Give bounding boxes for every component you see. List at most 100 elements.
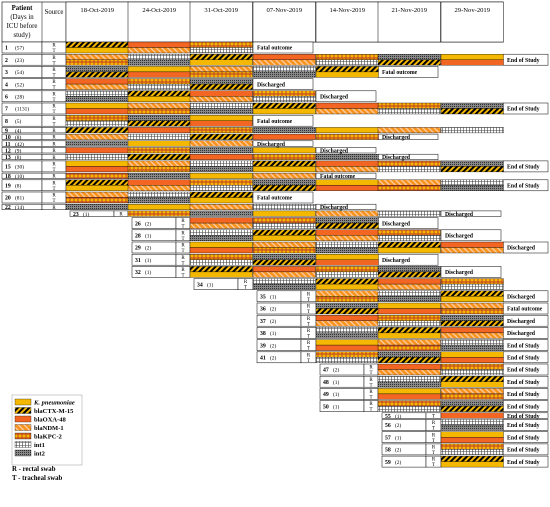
legend-label: blaCTX-M-15: [34, 408, 74, 415]
date-column-header: [315, 1, 379, 43]
sample-result-bar: [440, 247, 504, 254]
sample-result-bar: [315, 133, 379, 140]
date-column-header: [440, 1, 504, 43]
sample-result-bar: [189, 172, 253, 179]
swab-type: T: [432, 439, 435, 444]
swab-type: T: [244, 286, 247, 291]
swab-type: R: [307, 329, 311, 334]
sample-result-bar: [377, 235, 441, 241]
sample-result-bar: [440, 308, 504, 315]
date-label: 24-Oct-2019: [142, 7, 176, 14]
sample-result-bar: [65, 191, 129, 198]
sample-result-bar: [252, 66, 316, 73]
outcome-label: End of Study: [507, 392, 540, 398]
swab-type: T: [307, 335, 310, 340]
sample-result-bar: [189, 83, 253, 90]
patient-days: (1): [395, 434, 401, 441]
sample-result-bar: [65, 96, 129, 102]
outcome-label: Fatal outcome: [320, 174, 356, 180]
sample-result-bar: [252, 147, 316, 154]
patient-id: 41: [260, 356, 266, 362]
sample-result-bar: [189, 235, 253, 241]
sample-result-bar: [315, 222, 379, 229]
sample-result-bar: [315, 266, 379, 273]
sample-result-bar: [377, 54, 441, 60]
outcome-label: Discharged: [445, 270, 474, 276]
sample-result-bar: [377, 339, 441, 346]
sample-result-bar: [127, 185, 191, 191]
patient-days: (42): [15, 141, 24, 148]
sample-result-bar: [189, 210, 253, 217]
outcome-label: End of Study: [507, 368, 540, 374]
legend-swatch: [14, 398, 32, 406]
sample-result-bar: [127, 115, 191, 121]
patient-label-cell: [1, 127, 43, 134]
patient-id: 8: [5, 119, 8, 125]
legend-label: int2: [34, 450, 45, 457]
swab-type: R: [181, 219, 185, 224]
sample-result-bar: [189, 54, 253, 60]
sample-result-bar: [377, 179, 441, 186]
sample-result-bar: [127, 41, 191, 48]
sample-result-bar: [440, 449, 504, 456]
date-label: 18-Oct-2019: [80, 7, 114, 14]
date-label: 07-Nov-2019: [266, 7, 302, 14]
sample-result-bar: [65, 160, 129, 167]
sample-result-bar: [127, 47, 191, 54]
sample-result-bar: [127, 160, 191, 167]
sample-result-bar: [65, 71, 129, 78]
sample-result-bar: [315, 241, 379, 248]
patient-id: 47: [323, 368, 329, 374]
sample-result-bar: [377, 59, 441, 66]
sample-result-bar: [377, 320, 441, 327]
sample-result-bar: [65, 197, 129, 204]
sample-result-bar: [189, 66, 253, 73]
patient-days: (1): [145, 269, 151, 276]
sample-result-bar: [440, 412, 504, 419]
sample-result-bar: [189, 241, 253, 248]
sample-result-bar: [377, 283, 441, 290]
patient-days: (4): [15, 127, 21, 134]
outcome-cell: [440, 266, 502, 278]
sample-result-bar: [189, 179, 253, 186]
sample-result-bar: [315, 59, 379, 66]
swab-type: T: [181, 237, 184, 242]
grid-layer: [1, 1, 549, 468]
outcome-label: End of Study: [507, 343, 540, 349]
sample-result-bar: [65, 120, 129, 127]
sample-result-bar: [315, 160, 379, 167]
sample-result-bar: [65, 133, 129, 140]
swab-type: R: [181, 268, 185, 273]
sample-result-bar: [377, 332, 441, 339]
patient-days: (10): [15, 173, 24, 180]
swab-type: T: [52, 187, 55, 192]
date-column-header: [252, 1, 316, 43]
sample-result-bar: [127, 204, 191, 210]
swab-type: R: [52, 117, 56, 122]
swab-type: T: [432, 427, 435, 432]
patient-id: 23: [73, 212, 79, 218]
sample-result-bar: [377, 400, 441, 407]
patient-id: 50: [323, 404, 329, 410]
outcome-cell: [252, 78, 314, 90]
swab-type: T: [307, 310, 310, 315]
outcome-label: Fatal outcome: [257, 119, 293, 125]
sample-result-bar: [377, 166, 441, 173]
sample-result-bar: [315, 357, 379, 363]
sample-result-bar: [440, 278, 504, 285]
swab-type: R: [52, 175, 56, 180]
patient-id: 7: [5, 107, 8, 113]
patient-id: 59: [385, 460, 391, 466]
sample-result-bar: [127, 59, 191, 66]
outcome-cell: [315, 172, 377, 179]
sample-result-bar: [440, 315, 504, 321]
sample-result-bar: [65, 66, 129, 73]
patient-days: (52): [15, 81, 24, 88]
sample-result-bar: [377, 241, 441, 248]
outcome-label: End of Study: [507, 414, 540, 420]
sample-result-bar: [127, 154, 191, 160]
legend-label: int1: [34, 442, 45, 449]
patient-id: 32: [135, 270, 141, 276]
swab-type: R: [307, 353, 311, 358]
patient-days: (28): [15, 94, 24, 101]
